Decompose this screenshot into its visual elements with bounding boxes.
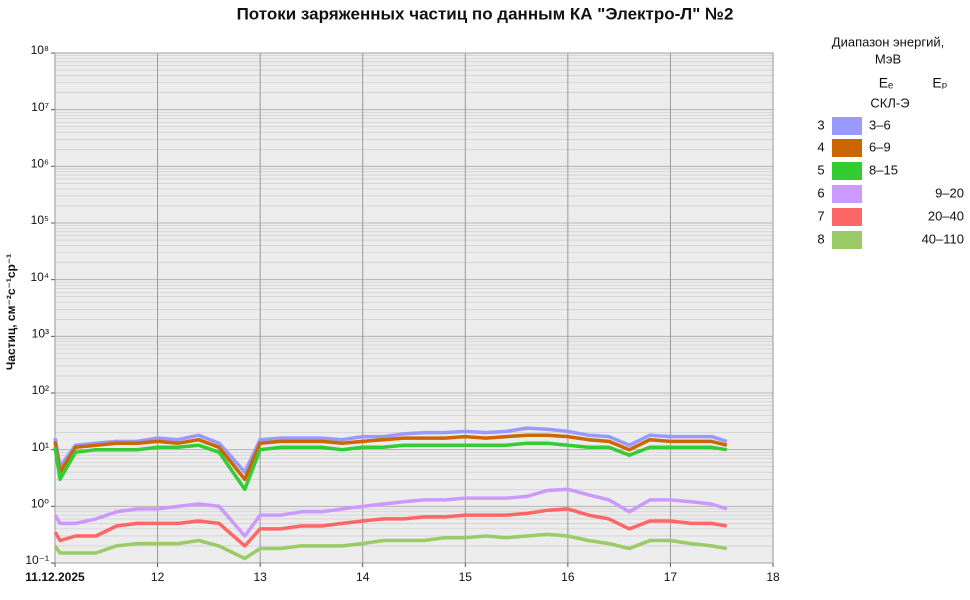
legend-label: 8–15 — [869, 162, 898, 177]
x-tick-label: 11.12.2025 — [25, 570, 85, 584]
legend-swatch — [832, 208, 862, 226]
legend-swatch — [832, 185, 862, 203]
y-tick-label: 10² — [32, 383, 49, 397]
legend-column-header: Eₑ — [879, 75, 894, 91]
legend-swatch — [832, 162, 862, 180]
series-line — [53, 433, 728, 482]
legend-label: 3–6 — [869, 117, 891, 132]
chart-title: Потоки заряженных частиц по данным КА "Э… — [237, 4, 734, 23]
y-tick-label: 10⁰ — [31, 497, 49, 511]
legend-label: 6–9 — [869, 139, 891, 154]
legend-channel: 4 — [817, 139, 824, 154]
x-tick-label: 13 — [253, 570, 267, 584]
y-tick-label: 10³ — [32, 327, 49, 341]
series-line — [53, 532, 728, 561]
legend-swatch — [832, 231, 862, 249]
y-tick-label: 10⁻¹ — [25, 553, 49, 567]
x-tick-label: 14 — [356, 570, 370, 584]
legend-label: 40–110 — [922, 231, 964, 246]
series-line — [53, 507, 728, 548]
x-tick-label: 16 — [561, 570, 575, 584]
series-line — [53, 441, 728, 492]
legend-label: 9–20 — [935, 185, 964, 200]
legend-channel: 5 — [817, 162, 824, 177]
y-tick-label: 10¹ — [32, 440, 49, 454]
legend-column-header: Eₚ — [932, 75, 947, 91]
plot-area — [54, 52, 774, 564]
y-tick-label: 10⁷ — [31, 100, 49, 114]
x-tick-label: 15 — [459, 570, 473, 584]
legend-label: 20–40 — [928, 208, 964, 223]
legend-title: Диапазон энергий, — [832, 34, 944, 49]
y-tick-label: 10⁵ — [31, 213, 49, 227]
legend-channel: 6 — [817, 185, 824, 200]
y-tick-label: 10⁸ — [31, 43, 49, 57]
x-tick-label: 12 — [151, 570, 165, 584]
legend-channel: 8 — [817, 231, 824, 246]
legend-swatch — [832, 117, 862, 135]
legend-channel: 3 — [817, 117, 824, 132]
y-axis-label: Частиц, см⁻²с⁻¹ср⁻¹ — [4, 254, 18, 370]
legend-swatch — [832, 139, 862, 157]
series-line — [53, 487, 728, 538]
x-tick-label: 17 — [664, 570, 678, 584]
x-tick-label: 18 — [766, 570, 780, 584]
legend-channel: 7 — [817, 208, 824, 223]
y-tick-label: 10⁴ — [30, 270, 49, 284]
legend-title: МэВ — [875, 51, 901, 66]
legend-subtitle: СКЛ-Э — [870, 95, 909, 110]
series-line — [53, 426, 728, 474]
y-tick-label: 10⁶ — [31, 157, 49, 171]
